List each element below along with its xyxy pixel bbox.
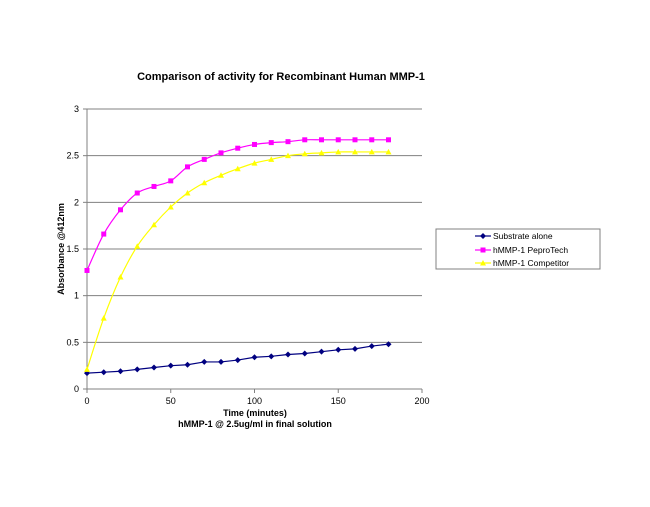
series-hmmp-1-peprotech (84, 137, 391, 273)
legend-item: hMMP-1 PeproTech (475, 245, 568, 255)
diamond-marker (335, 346, 342, 353)
triangle-marker (167, 204, 174, 210)
y-axis-label: Absorbance @412nm (56, 203, 66, 295)
diamond-marker (385, 341, 392, 348)
square-marker (352, 137, 358, 143)
gridlines (87, 108, 422, 343)
diamond-marker (117, 368, 124, 375)
x-tick-label: 0 (84, 396, 89, 406)
triangle-marker (301, 150, 308, 157)
x-axis-label: Time (minutes) (223, 408, 287, 418)
series-hmmp-1-competitor (84, 148, 392, 372)
series-substrate-alone (84, 341, 392, 377)
diamond-marker (285, 351, 291, 358)
square-marker (101, 231, 107, 237)
diamond-marker (151, 364, 157, 371)
diamond-marker (301, 350, 308, 357)
triangle-marker (352, 148, 358, 155)
square-marker (302, 137, 308, 143)
y-tick-label: 2.5 (66, 151, 79, 161)
triangle-marker (318, 149, 325, 156)
triangle-marker (84, 366, 90, 372)
triangle-marker (201, 179, 208, 186)
square-marker (118, 207, 123, 213)
diamond-marker (134, 366, 141, 373)
legend-label: hMMP-1 Competitor (493, 258, 569, 268)
square-marker (285, 139, 291, 145)
series-line (86, 151, 389, 370)
triangle-marker (134, 243, 141, 249)
y-tick-label: 0 (74, 384, 79, 394)
square-marker (480, 247, 486, 253)
x-tick-label: 100 (247, 396, 262, 406)
square-marker (252, 141, 257, 147)
series-lines (84, 137, 392, 377)
x-tick-label: 200 (414, 396, 429, 406)
square-marker (386, 137, 391, 143)
diamond-marker (352, 345, 358, 352)
legend-box (435, 228, 601, 270)
square-marker (235, 145, 241, 151)
triangle-marker (117, 274, 124, 280)
triangle-marker (184, 190, 191, 196)
diamond-marker (368, 343, 375, 350)
diamond-marker (251, 354, 258, 361)
triangle-marker (268, 156, 275, 162)
diamond-marker (234, 357, 241, 364)
legend-item: Substrate alone (475, 231, 553, 241)
legend-label: hMMP-1 PeproTech (493, 245, 568, 255)
triangle-marker (335, 148, 342, 155)
diamond-marker (167, 362, 174, 369)
square-marker (134, 190, 140, 196)
square-marker (218, 150, 224, 156)
triangle-marker (218, 172, 224, 178)
diamond-marker (268, 353, 275, 360)
chart-title: Comparison of activity for Recombinant H… (137, 71, 425, 83)
diamond-marker (480, 233, 486, 239)
series-line (86, 139, 389, 271)
x-tick-label: 50 (166, 396, 176, 406)
square-marker (84, 267, 90, 273)
y-axis-ticks: 0 0.5 1 1.5 2 2.5 3 (66, 104, 87, 394)
y-tick-label: 2 (74, 197, 79, 207)
x-axis-ticks: 0 50 100 150 200 (84, 389, 430, 406)
square-marker (369, 137, 375, 143)
legend-label: Substrate alone (493, 231, 553, 241)
diamond-marker (201, 358, 208, 365)
x-tick-label: 150 (331, 396, 346, 406)
diamond-marker (184, 361, 191, 368)
triangle-marker (368, 148, 375, 155)
square-marker (151, 183, 157, 189)
y-tick-label: 0.5 (66, 337, 79, 347)
triangle-marker (151, 221, 157, 228)
diamond-marker (318, 348, 325, 355)
square-marker (201, 156, 207, 162)
square-marker (268, 140, 274, 146)
triangle-marker (251, 160, 258, 166)
square-marker (319, 137, 324, 143)
diamond-marker (218, 358, 224, 365)
triangle-marker (285, 152, 291, 159)
triangle-marker (234, 165, 241, 172)
triangle-marker (385, 148, 392, 155)
diamond-marker (100, 369, 107, 376)
legend: Substrate alone hMMP-1 PeproTech hMMP-1 Co… (435, 228, 601, 270)
square-marker (168, 178, 174, 184)
triangle-marker (480, 260, 486, 266)
y-tick-label: 1.5 (66, 244, 79, 254)
square-marker (335, 137, 341, 143)
square-marker (185, 164, 190, 170)
y-tick-label: 1 (74, 291, 79, 301)
triangle-marker (100, 315, 107, 321)
legend-item: hMMP-1 Competitor (475, 258, 569, 268)
x-axis-sublabel: hMMP-1 @ 2.5ug/ml in final solution (178, 419, 332, 429)
y-tick-label: 3 (74, 104, 79, 114)
